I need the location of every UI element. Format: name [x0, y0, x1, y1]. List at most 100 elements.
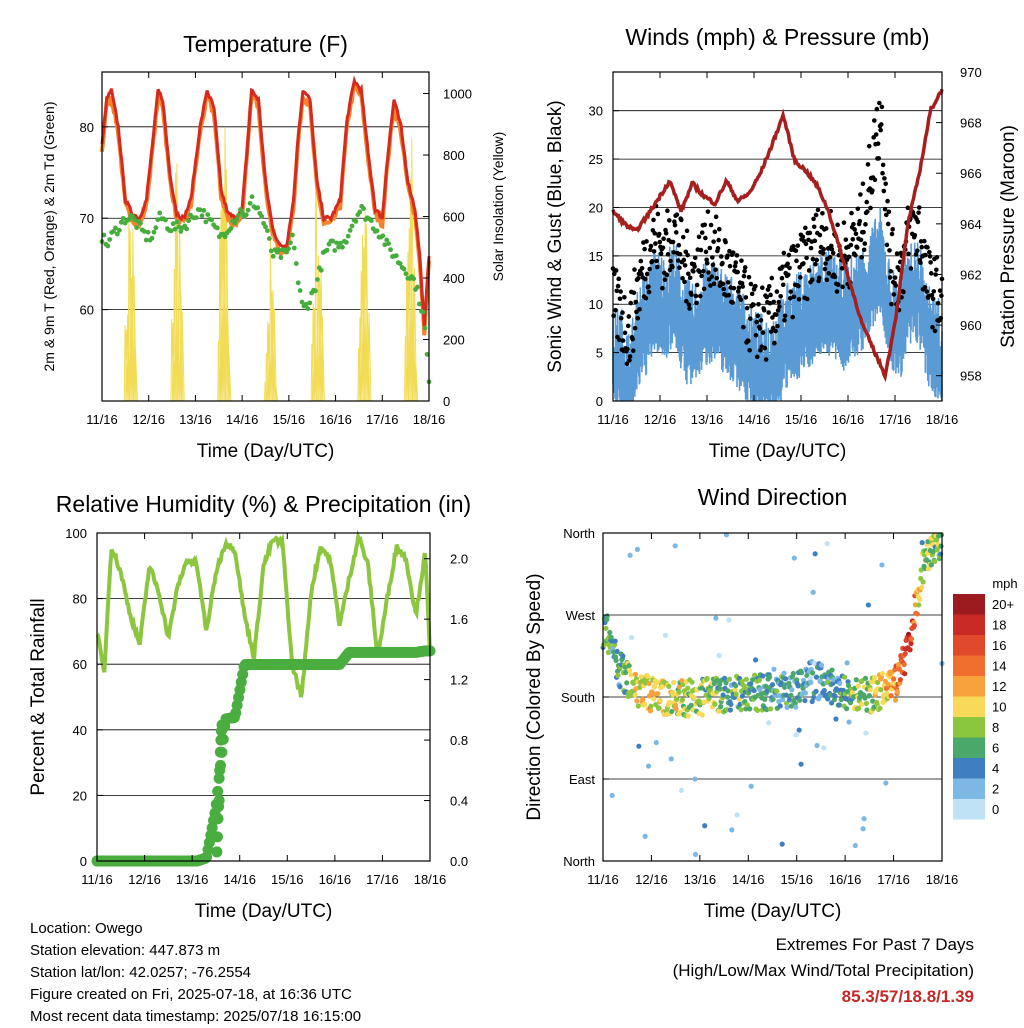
x-tick-label: 16/16: [829, 872, 862, 887]
direction-point: [774, 688, 780, 694]
td-point: [303, 302, 309, 307]
gust-point: [777, 304, 782, 309]
gust-point: [734, 253, 740, 258]
direction-point: [830, 677, 837, 683]
direction-point: [662, 632, 669, 638]
x-tick-label: 18/16: [926, 412, 959, 427]
gust-point: [757, 326, 763, 331]
td-point: [276, 247, 282, 253]
gust-point: [725, 280, 731, 285]
direction-point: [879, 562, 885, 568]
td-point: [236, 212, 241, 218]
gust-point: [658, 251, 664, 256]
td-point: [132, 217, 138, 223]
x-tick-label: 12/16: [128, 872, 161, 887]
gust-point: [611, 313, 616, 319]
gust-point: [814, 257, 820, 263]
gust-point: [735, 269, 740, 275]
direction-point: [855, 683, 861, 689]
td-point: [201, 208, 207, 213]
gust-point: [878, 122, 884, 127]
direction-point: [894, 689, 901, 695]
legend-swatch: [953, 614, 985, 635]
direction-point: [692, 776, 698, 782]
gust-point: [730, 250, 736, 255]
td-point: [174, 219, 180, 225]
direction-point: [634, 546, 640, 552]
gust-point: [639, 265, 645, 271]
gust-point: [675, 258, 681, 263]
x-tick-label: 11/16: [587, 872, 619, 887]
td-point: [120, 215, 126, 221]
gust-point: [642, 246, 647, 252]
gust-point: [618, 289, 623, 294]
gust-point: [715, 246, 721, 251]
gust-point: [824, 277, 830, 283]
gust-point: [754, 354, 760, 360]
direction-point: [645, 763, 652, 769]
td-point: [416, 301, 422, 307]
gust-point: [694, 300, 699, 306]
extremes-title: Extremes For Past 7 Days: [775, 935, 974, 954]
gust-point: [677, 265, 682, 271]
direction-point: [723, 680, 729, 686]
gust-point: [703, 235, 708, 241]
gust-point: [703, 249, 709, 255]
gust-point: [930, 296, 936, 302]
gust-point: [713, 267, 718, 272]
gust-point: [773, 312, 779, 317]
gust-point: [648, 247, 653, 253]
gust-point: [769, 275, 775, 281]
direction-point: [789, 687, 795, 693]
direction-point: [797, 697, 803, 703]
gust-point: [858, 237, 864, 243]
direction-point: [657, 697, 663, 703]
gust-point: [751, 302, 756, 308]
direction-point: [674, 696, 680, 702]
direction-point: [779, 841, 785, 847]
td-point: [232, 220, 238, 226]
direction-point: [613, 657, 619, 664]
gust-point: [620, 338, 626, 343]
direction-point: [907, 647, 913, 653]
y-tick-label: East: [569, 772, 595, 787]
precip-point: [212, 785, 224, 797]
legend-label: 2: [992, 782, 999, 797]
direction-point: [609, 792, 615, 799]
x-tick-label: 12/16: [635, 872, 668, 887]
precip-point: [215, 734, 227, 746]
gust-point: [702, 222, 708, 228]
direction-point: [793, 704, 799, 710]
x-tick-label: 16/16: [832, 412, 865, 427]
gust-point: [859, 254, 864, 260]
td-point: [315, 277, 320, 282]
gust-point: [787, 265, 792, 271]
chart-title: Wind Direction: [698, 484, 848, 510]
direction-point: [744, 702, 750, 708]
gust-point: [813, 212, 819, 218]
gust-point: [756, 301, 761, 307]
td-point: [345, 233, 351, 239]
gust-point: [616, 276, 621, 282]
td-point: [268, 248, 274, 254]
td-point: [330, 238, 336, 244]
td-point: [243, 212, 249, 218]
legend-label: 8: [992, 720, 999, 735]
gust-point: [915, 219, 921, 225]
gust-point: [742, 268, 747, 274]
td-point: [380, 233, 386, 239]
direction-point: [628, 672, 634, 678]
td-point: [401, 266, 407, 272]
gust-point: [901, 289, 906, 295]
direction-point: [863, 730, 869, 736]
y-tick-label: 60: [80, 303, 94, 318]
td-point: [361, 206, 366, 212]
gust-point: [753, 333, 759, 338]
direction-point: [813, 674, 820, 680]
gust-point: [663, 230, 669, 236]
td-point: [116, 227, 122, 233]
direction-point: [762, 696, 768, 703]
y-tick-label: 40: [73, 723, 87, 738]
gust-point: [637, 307, 642, 312]
td-point: [249, 194, 255, 200]
